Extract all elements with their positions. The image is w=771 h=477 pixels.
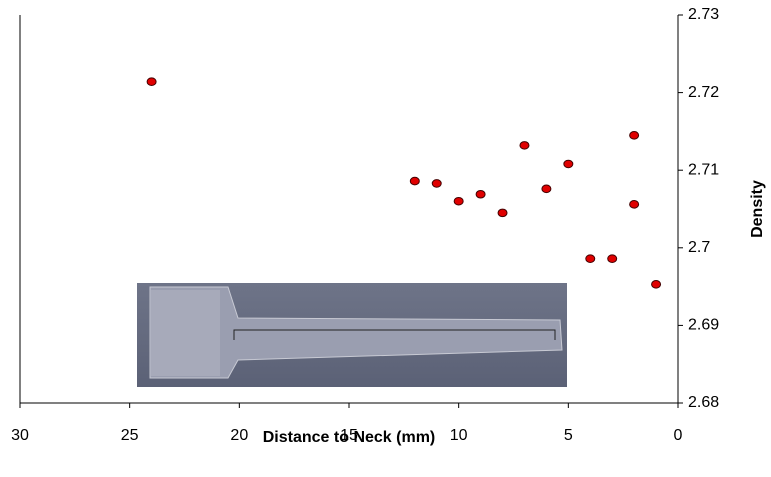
x-tick-label: 5 xyxy=(564,427,573,444)
x-tick-label: 30 xyxy=(11,427,29,444)
point xyxy=(629,130,640,140)
point xyxy=(607,254,618,263)
x-tick-label: 15 xyxy=(340,427,358,444)
x-tick-label: 10 xyxy=(450,427,468,444)
point xyxy=(541,184,552,194)
point xyxy=(563,159,574,169)
point xyxy=(651,279,662,289)
y-tick-label: 2.7 xyxy=(688,239,710,256)
point xyxy=(453,196,464,206)
point xyxy=(409,176,420,186)
x-tick-label: 20 xyxy=(230,427,248,444)
point xyxy=(475,189,486,199)
x-tick-label: 0 xyxy=(674,427,683,444)
y-tick-label: 2.71 xyxy=(688,161,719,178)
y-tick-label: 2.69 xyxy=(688,317,719,334)
point xyxy=(629,200,640,209)
y-tick-label: 2.73 xyxy=(688,6,719,23)
y-tick-label: 2.68 xyxy=(688,394,719,411)
point xyxy=(146,77,157,87)
point xyxy=(519,141,530,150)
x-axis-label: Distance to Neck (mm) xyxy=(263,429,436,446)
point xyxy=(431,179,442,188)
x-tick-label: 25 xyxy=(121,427,139,444)
point xyxy=(585,254,596,263)
inset-photo xyxy=(137,283,567,387)
point xyxy=(497,208,508,218)
y-axis-label: Density xyxy=(749,180,766,238)
y-tick-label: 2.72 xyxy=(688,84,719,101)
